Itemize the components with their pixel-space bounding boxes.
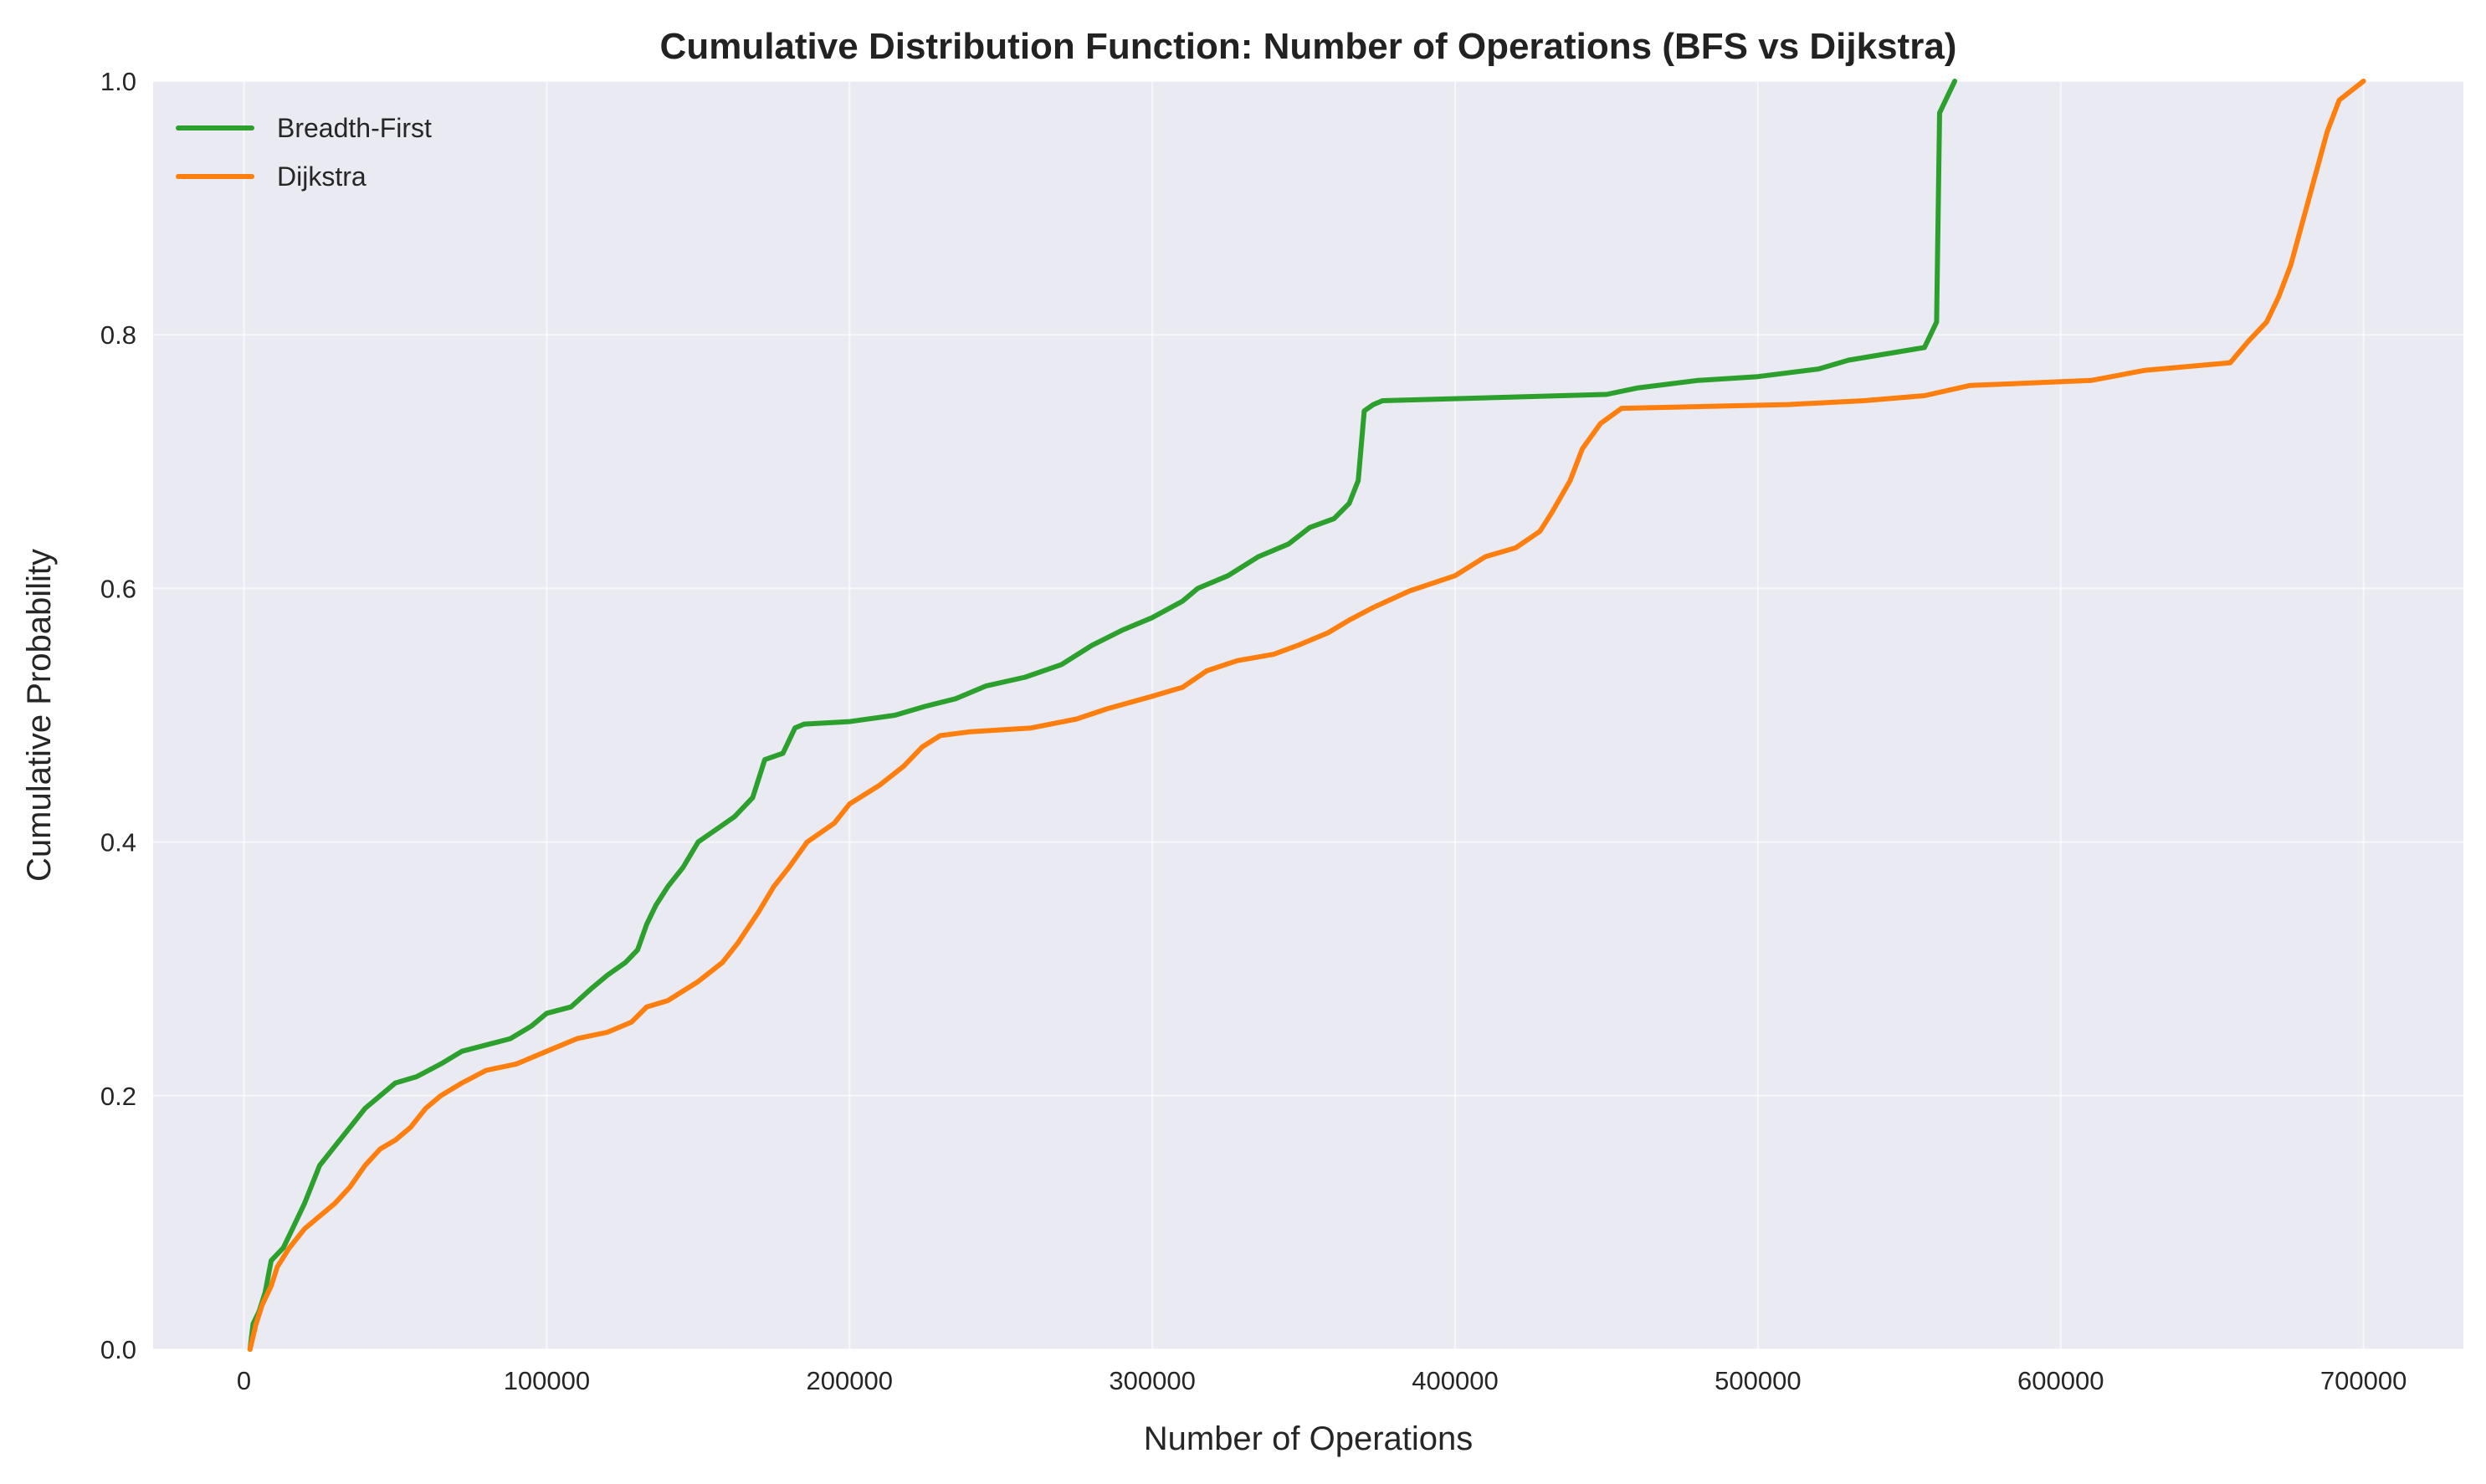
x-tick-label: 500000 bbox=[1715, 1366, 1801, 1395]
y-tick-label: 1.0 bbox=[100, 67, 136, 96]
series-line-dijkstra bbox=[247, 79, 2366, 1352]
y-axis-label: Cumulative Probability bbox=[21, 549, 58, 882]
x-axis-ticks: 0 100000 200000 300000 400000 500000 600000 700… bbox=[237, 1366, 2407, 1395]
series-line-breadth-first bbox=[247, 79, 1958, 1352]
y-axis-ticks: 0.0 0.2 0.4 0.6 0.8 1.0 bbox=[100, 67, 136, 1364]
x-tick-label: 300000 bbox=[1109, 1366, 1195, 1395]
x-tick-label: 400000 bbox=[1412, 1366, 1498, 1395]
plot-area bbox=[153, 81, 2463, 1349]
x-tick-label: 0 bbox=[237, 1366, 251, 1395]
grid-lines bbox=[153, 80, 2463, 1350]
series-lines bbox=[247, 79, 2366, 1352]
legend-label: Breadth-First bbox=[277, 113, 432, 143]
legend-label: Dijkstra bbox=[277, 161, 366, 192]
y-tick-label: 0.4 bbox=[100, 828, 136, 857]
x-tick-label: 200000 bbox=[807, 1366, 893, 1395]
x-tick-label: 600000 bbox=[2017, 1366, 2104, 1395]
chart-title: Cumulative Distribution Function: Number… bbox=[660, 26, 1957, 67]
x-axis-label: Number of Operations bbox=[1144, 1420, 1474, 1457]
y-tick-label: 0.0 bbox=[100, 1335, 136, 1364]
x-tick-label: 700000 bbox=[2320, 1366, 2407, 1395]
y-tick-label: 0.6 bbox=[100, 574, 136, 603]
x-tick-label: 100000 bbox=[504, 1366, 590, 1395]
y-tick-label: 0.8 bbox=[100, 320, 136, 350]
y-tick-label: 0.2 bbox=[100, 1082, 136, 1111]
legend: Breadth-First Dijkstra bbox=[176, 113, 432, 192]
